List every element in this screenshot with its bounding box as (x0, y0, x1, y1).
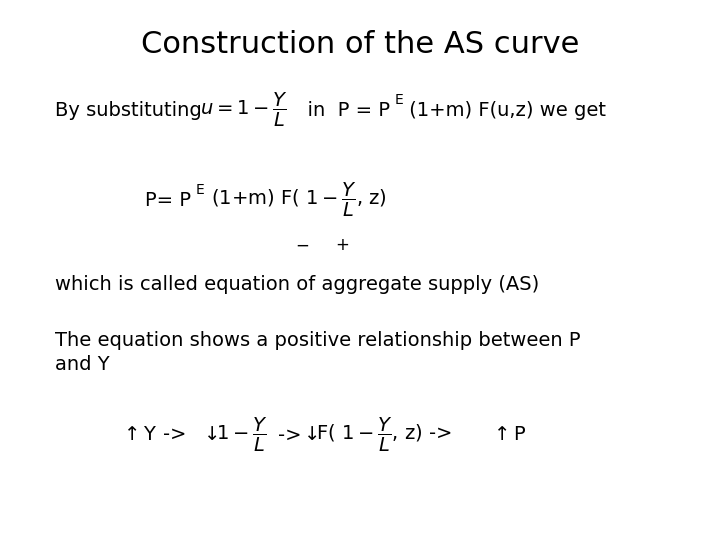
Text: $\downarrow$: $\downarrow$ (200, 426, 218, 444)
Text: P= P: P= P (145, 191, 191, 210)
Text: which is called equation of aggregate supply (AS): which is called equation of aggregate su… (55, 275, 539, 294)
Text: ->: -> (278, 426, 302, 444)
Text: E: E (196, 183, 204, 197)
Text: E: E (395, 93, 404, 107)
Text: $1-\dfrac{Y}{L}$: $1-\dfrac{Y}{L}$ (216, 416, 268, 454)
Text: By substituting: By substituting (55, 100, 202, 119)
Text: $\uparrow$Y ->: $\uparrow$Y -> (120, 426, 185, 444)
Text: $\uparrow$P: $\uparrow$P (490, 426, 527, 444)
Text: The equation shows a positive relationship between P: The equation shows a positive relationsh… (55, 330, 580, 349)
Text: $\downarrow$: $\downarrow$ (300, 426, 318, 444)
Text: $-$: $-$ (295, 236, 309, 254)
Text: $u = 1 - \dfrac{Y}{L}$: $u = 1 - \dfrac{Y}{L}$ (200, 91, 288, 129)
Text: F( $1-\dfrac{Y}{L}$, z) ->: F( $1-\dfrac{Y}{L}$, z) -> (316, 416, 451, 454)
Text: Construction of the AS curve: Construction of the AS curve (141, 30, 579, 59)
Text: (1+m) F(u,z) we get: (1+m) F(u,z) we get (403, 100, 606, 119)
Text: (1+m) F( $1-\dfrac{Y}{L}$, z): (1+m) F( $1-\dfrac{Y}{L}$, z) (205, 181, 387, 219)
Text: and Y: and Y (55, 355, 109, 375)
Text: in  P = P: in P = P (295, 100, 390, 119)
Text: $+$: $+$ (335, 236, 349, 254)
